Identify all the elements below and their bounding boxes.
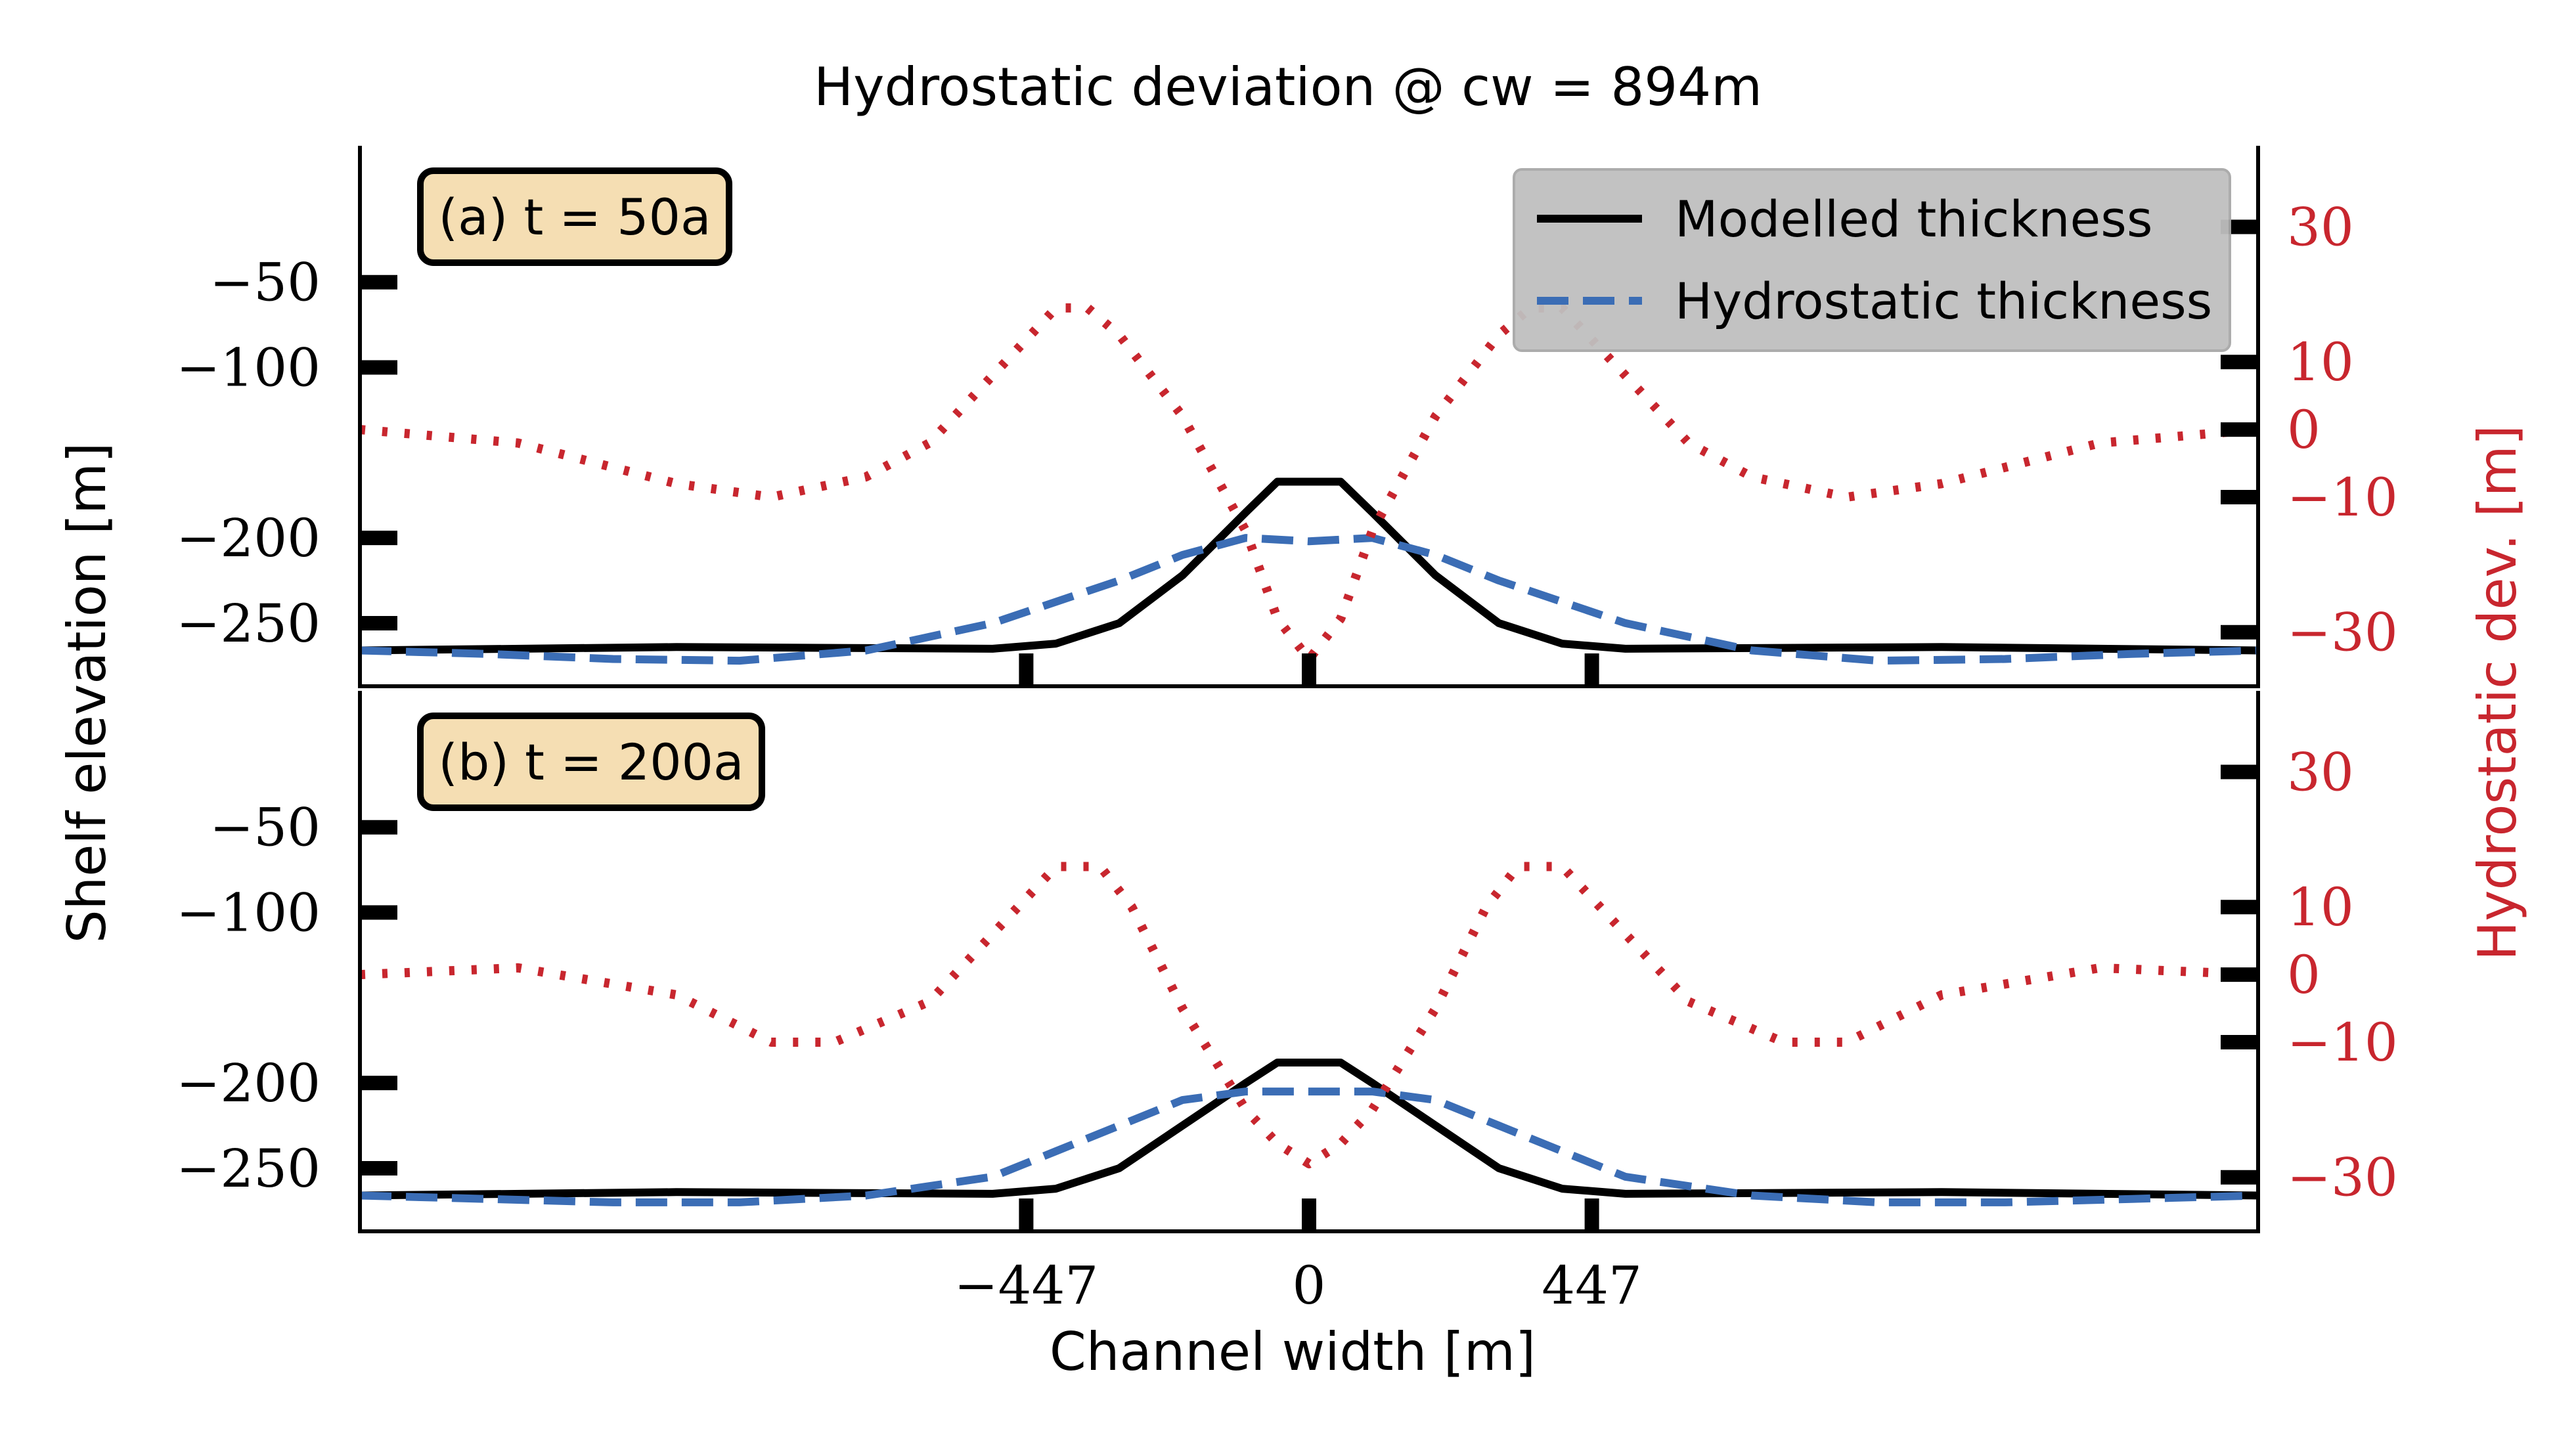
x-axis-label: Channel width [m]: [1050, 1321, 1536, 1382]
right-tick-label: −30: [2287, 602, 2398, 663]
right-tick-label: 10: [2287, 332, 2354, 393]
y-axis-label-left: Shelf elevation [m]: [56, 443, 118, 944]
left-tick-label: −250: [176, 593, 321, 654]
hydrostatic-thickness-line: [359, 1088, 2259, 1206]
y-axis-label-right: Hydrostatic dev. [m]: [2467, 425, 2528, 961]
hydrostatic-thickness-line: [359, 534, 2259, 665]
panel-label: (b) t = 200a: [438, 733, 744, 791]
legend-label-hydrostatic: Hydrostatic thickness: [1675, 272, 2212, 330]
panel-label: (a) t = 50a: [438, 188, 711, 246]
left-tick-label: −50: [210, 252, 321, 313]
chart-title: Hydrostatic deviation @ cw = 894m: [814, 56, 1762, 118]
left-tick-label: −50: [210, 797, 321, 858]
panel-a: −50 −100 −200 −250 30 100 −10 −30 (a) t = 50a: [176, 146, 2398, 688]
right-tick-label: 30: [2287, 196, 2354, 257]
right-tick-label: −10: [2287, 467, 2398, 528]
legend-label-modelled: Modelled thickness: [1675, 190, 2152, 248]
x-tick-label: 0: [1293, 1255, 1326, 1316]
hydrostatic-deviation-line: [359, 303, 2259, 664]
right-tick-label: 0: [2287, 399, 2321, 460]
left-tick-label: −100: [176, 883, 321, 944]
left-tick-label: −200: [176, 508, 321, 569]
x-tick-label: −447: [954, 1255, 1099, 1316]
right-tick-label: −10: [2287, 1012, 2398, 1073]
x-tick-label: 447: [1542, 1255, 1642, 1316]
left-tick-label: −100: [176, 338, 321, 399]
modelled-thickness-line: [359, 1059, 2259, 1200]
left-tick-label: −200: [176, 1053, 321, 1114]
right-tick-label: 0: [2287, 944, 2321, 1005]
left-tick-label: −250: [176, 1138, 321, 1199]
right-tick-label: 30: [2287, 741, 2354, 802]
panel-label-box: [417, 167, 732, 266]
modelled-thickness-line: [359, 477, 2259, 655]
legend-box: [1513, 168, 2231, 352]
hydrostatic-deviation-line: [359, 862, 2259, 1169]
right-tick-label: 10: [2287, 877, 2354, 938]
right-tick-label: −30: [2287, 1147, 2398, 1208]
panel-label-box: [417, 713, 765, 811]
legend: Modelled thickness Hydrostatic thickness: [1513, 168, 2231, 352]
